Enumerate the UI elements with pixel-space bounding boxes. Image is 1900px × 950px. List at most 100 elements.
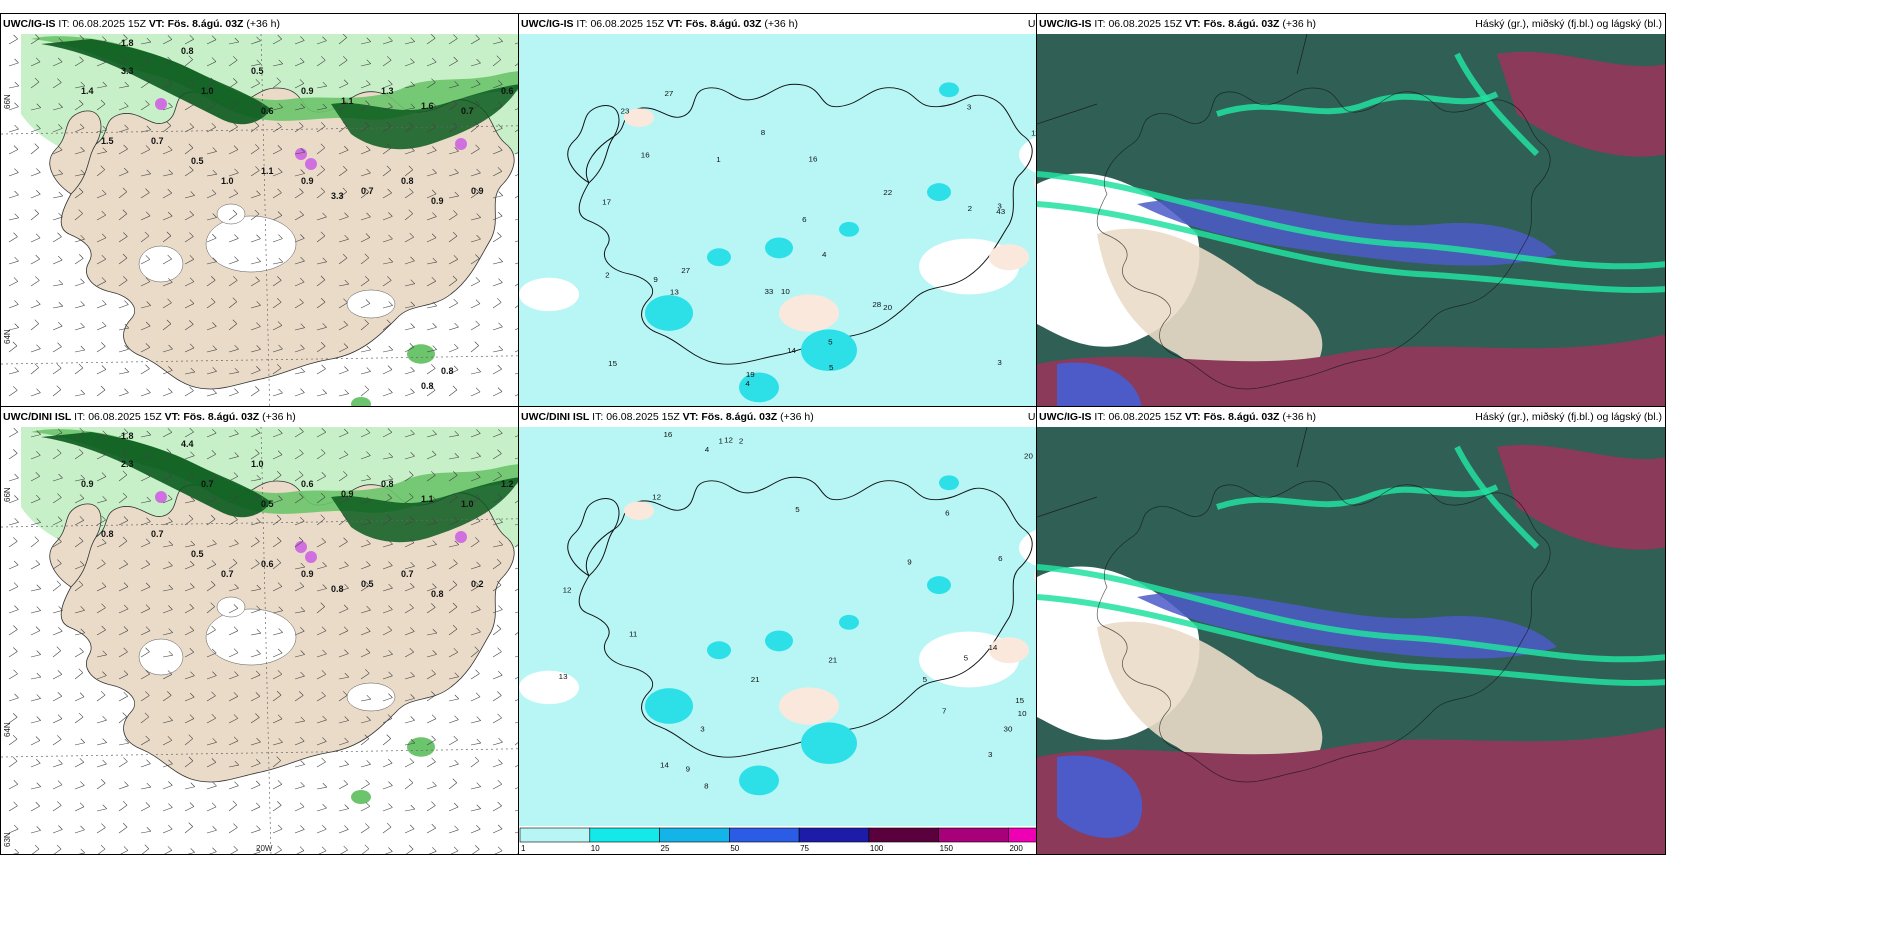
wind-barb [96, 365, 107, 375]
wind-barb [12, 848, 20, 854]
accum-value-label: 9 [686, 765, 690, 774]
wind-barb [96, 779, 106, 790]
precip-extreme-spot [155, 98, 167, 110]
wind-barb [360, 299, 371, 309]
wind-barb [448, 825, 459, 834]
wind-barb [206, 560, 217, 570]
accum-value-label: 9 [653, 275, 657, 284]
precip-value-label: 0.7 [221, 569, 234, 579]
wind-barb [360, 648, 371, 658]
wind-barb [30, 103, 41, 111]
wind-barb [250, 584, 262, 592]
wind-barb [272, 59, 283, 67]
wind-barb [404, 471, 414, 482]
wind-barb [426, 823, 436, 834]
precip-heavy-area [331, 84, 521, 150]
wind-barb [382, 234, 393, 243]
low-cloud-area [1057, 755, 1143, 838]
wind-barb [492, 737, 503, 746]
wind-barb [272, 188, 282, 199]
wind-barb [360, 694, 372, 702]
wind-barb [404, 103, 415, 111]
wind-barb [316, 562, 327, 570]
wind-barb [162, 56, 172, 67]
vt-label: VT: [1184, 18, 1201, 30]
wind-barb [52, 606, 63, 614]
wind-barb [338, 187, 348, 199]
wind-barb [74, 363, 84, 375]
wind-barb [74, 322, 85, 331]
wind-barb [250, 780, 261, 790]
wind-barb [360, 187, 370, 199]
map-canvas [1037, 34, 1665, 461]
wind-barb [426, 34, 436, 45]
precip-extreme-spot [455, 531, 467, 543]
wind-barb [272, 582, 283, 592]
wind-barb [316, 342, 326, 353]
wind-barb [74, 56, 84, 67]
wind-barb [96, 823, 106, 834]
wind-barb [316, 389, 327, 397]
wind-barb [338, 561, 349, 570]
accum-value-label: 21 [751, 675, 760, 684]
cloud-edge-band [1037, 171, 1665, 270]
wind-barb [426, 603, 436, 614]
wind-barb [206, 714, 216, 724]
accum-value-label: 1 [716, 155, 720, 164]
wind-barb [8, 449, 18, 460]
wind-barb [448, 430, 460, 438]
precip-extreme-spot [295, 541, 307, 553]
panel-clouds-top: UWC/IG-IS IT: 06.08.2025 15Z VT: Fös. 8.… [1036, 13, 1666, 462]
wind-barb [316, 323, 327, 331]
wind-barb [30, 694, 41, 702]
wind-barb [316, 428, 327, 438]
wind-barb [294, 650, 305, 658]
wind-barb [294, 536, 304, 548]
wind-barb [316, 803, 327, 812]
wind-barb [96, 430, 107, 438]
wind-barb [118, 428, 129, 438]
wind-barb [228, 692, 239, 702]
wind-barb [118, 647, 128, 658]
valid-time: Fös. 8.ágú. 03Z [701, 411, 778, 423]
wind-barb [382, 319, 391, 331]
wind-barb [426, 450, 437, 460]
wind-barb [426, 560, 437, 570]
accum-value-label: 14 [660, 761, 670, 770]
wind-barb [206, 100, 216, 111]
it-label: IT: [58, 18, 70, 30]
wind-barb [294, 562, 306, 570]
wind-barb [162, 716, 173, 724]
valid-time: Fös. 8.ágú. 03Z [167, 18, 244, 30]
boundary-line [1037, 103, 1098, 125]
wind-barb [162, 691, 172, 702]
wind-barb [52, 124, 63, 133]
wind-barb [470, 387, 481, 397]
wind-barb [316, 275, 326, 287]
wind-barb [52, 692, 63, 702]
land-visible [1097, 228, 1323, 383]
wind-barb [360, 539, 371, 548]
wind-barb [272, 145, 283, 155]
wind-barb [382, 428, 393, 438]
wind-barb [250, 628, 262, 636]
wind-barb [52, 516, 63, 526]
wind-barb [294, 344, 305, 353]
valid-time: Fös. 8.ágú. 03Z [685, 18, 762, 30]
wind-barb [404, 824, 415, 834]
wind-barb [74, 254, 84, 265]
wind-barb [360, 669, 370, 680]
wind-barb [208, 847, 217, 854]
wind-barb [140, 691, 150, 702]
wind-barb [250, 190, 261, 199]
wind-barb [448, 778, 458, 790]
wind-barb [338, 672, 350, 680]
wind-barb [338, 825, 349, 834]
wind-barb [294, 277, 305, 287]
wind-barb [338, 760, 349, 768]
wind-barb [272, 495, 283, 504]
wind-barb [118, 55, 127, 67]
precip-value-label: 0.8 [421, 381, 434, 391]
wind-barb [228, 472, 239, 482]
wind-barb [52, 714, 63, 724]
